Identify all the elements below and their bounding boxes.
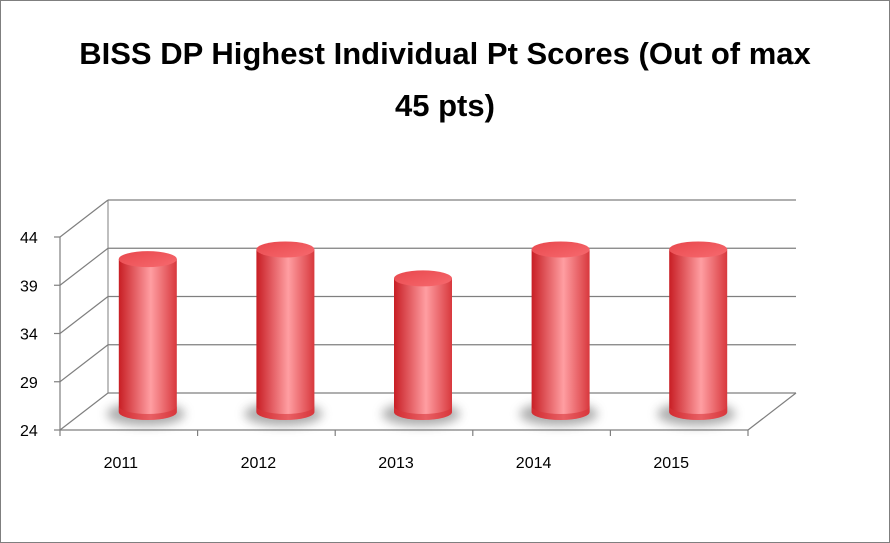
x-tick-label: 2014: [516, 455, 552, 472]
x-tick-label: 2012: [241, 455, 277, 472]
bar-body: [118, 259, 177, 420]
x-tick-label: 2011: [104, 455, 139, 472]
bar-cap: [256, 241, 315, 258]
bar: [657, 241, 736, 426]
bar: [519, 241, 598, 426]
gridline-side: [59, 199, 109, 238]
tick-labels: 24 29 34 39 44 2011 2012 2013 2014 2015: [20, 230, 689, 472]
floor-right-edge: [747, 392, 797, 431]
axes: [54, 236, 797, 436]
gridline-side: [59, 392, 109, 431]
bar: [106, 251, 185, 426]
y-tick-label: 29: [20, 375, 38, 392]
gridline-side: [59, 344, 109, 383]
bar-cap: [394, 270, 452, 287]
bar-rim: [669, 406, 728, 420]
bars: [106, 241, 736, 426]
bar-rim: [256, 406, 315, 420]
y-tick-label: 34: [20, 327, 38, 344]
bar: [382, 270, 460, 426]
x-tick-label: 2013: [378, 455, 414, 472]
gridline-side: [59, 296, 109, 334]
bar: [244, 241, 323, 426]
bar-rim: [118, 406, 177, 420]
bar-cap: [669, 241, 728, 258]
y-tick-label: 44: [20, 230, 38, 247]
x-tick-label: 2015: [653, 455, 689, 472]
bar-body: [256, 249, 315, 420]
bar-body: [394, 278, 452, 420]
gridline-side: [59, 247, 109, 286]
bar-body: [531, 249, 590, 420]
bar-rim: [394, 406, 452, 420]
bar-rim: [531, 406, 590, 420]
bar-body: [669, 249, 728, 420]
y-tick-label: 24: [20, 423, 38, 440]
bar-cap: [531, 241, 590, 258]
chart-title: BISS DP Highest Individual Pt Scores (Ou…: [79, 36, 811, 123]
y-tick-label: 39: [20, 278, 38, 295]
bar-cap: [118, 251, 177, 268]
